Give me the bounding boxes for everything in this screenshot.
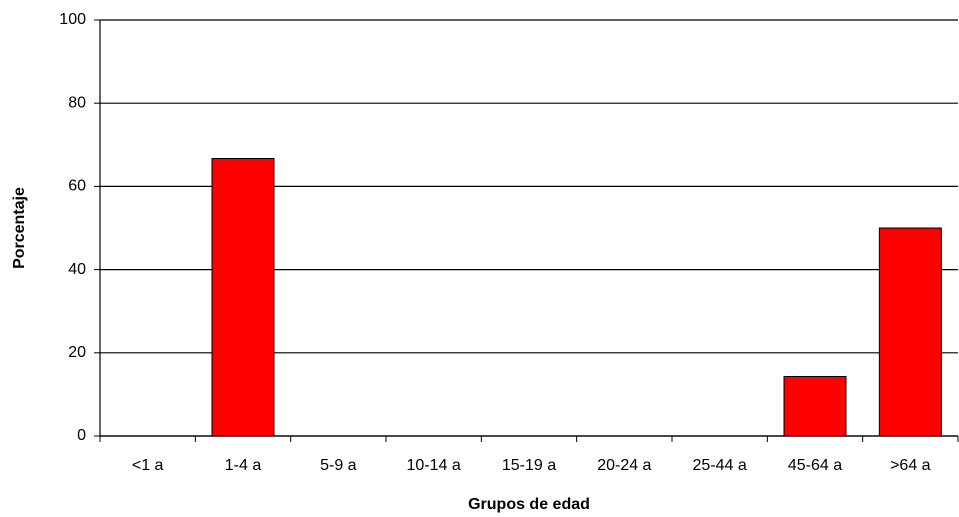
x-tick-label: 15-19 a [502,457,556,474]
x-tick-label: >64 a [890,457,931,474]
bar [878,227,942,437]
x-tick-label: 10-14 a [407,457,461,474]
y-tick-label: 20 [68,344,86,361]
x-axis-title: Grupos de edad [468,496,590,513]
x-tick-label: 1-4 a [225,457,262,474]
bar [783,376,847,437]
y-tick-label: 100 [59,11,86,28]
x-tick-label: 5-9 a [320,457,357,474]
x-tick-label: 25-44 a [693,457,747,474]
x-tick-label: 45-64 a [788,457,842,474]
x-tick-label: <1 a [132,457,164,474]
y-tick-label: 0 [77,427,86,444]
bar [211,158,275,437]
y-tick-label: 60 [68,178,86,195]
y-tick-label: 40 [68,261,86,278]
y-axis-title: Porcentaje [11,187,28,269]
y-tick-label: 80 [68,94,86,111]
x-tick-label: 20-24 a [597,457,651,474]
